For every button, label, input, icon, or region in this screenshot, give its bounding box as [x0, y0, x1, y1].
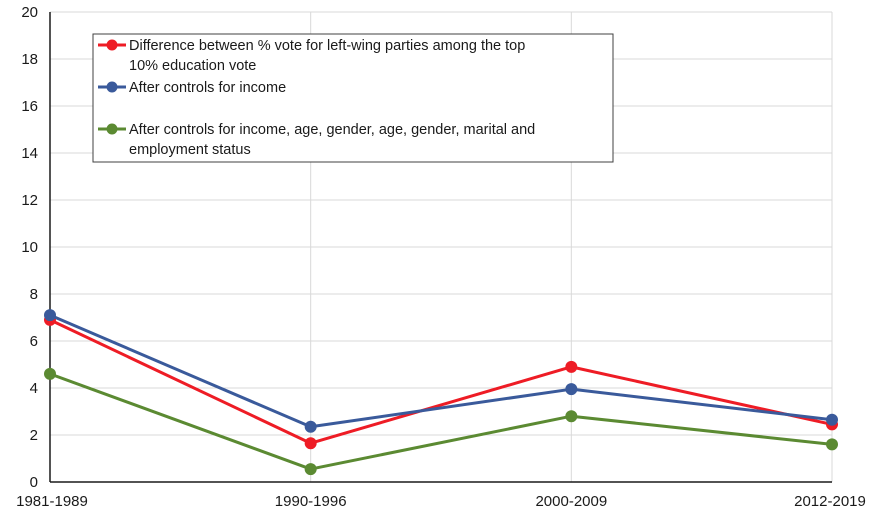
data-point [565, 383, 578, 396]
legend-entry-1: Difference between % vote for left-wing … [98, 38, 525, 74]
legend-label: Difference between % vote for left-wing … [129, 38, 525, 54]
y-tick-label: 0 [30, 474, 38, 491]
data-point [44, 367, 56, 380]
data-point [565, 360, 578, 373]
series-line [49, 313, 833, 429]
legend-label: 10% education vote [129, 58, 256, 74]
data-point [44, 309, 56, 322]
legend-swatch-marker [106, 81, 118, 93]
data-point [565, 410, 578, 423]
data-point [826, 413, 838, 426]
data-point [304, 463, 317, 476]
y-tick-label: 14 [21, 145, 38, 162]
series-2 [44, 309, 838, 433]
legend: Difference between % vote for left-wing … [92, 33, 614, 163]
y-tick-label: 10 [21, 239, 38, 256]
legend-box [92, 33, 614, 163]
legend-label: employment status [129, 142, 251, 158]
x-tick-label: 1990-1996 [275, 493, 347, 510]
axes [49, 12, 832, 483]
x-tick-label: 1981-1989 [16, 493, 88, 510]
y-tick-label: 16 [21, 98, 38, 115]
series-lines [44, 309, 838, 476]
series-3 [44, 367, 838, 476]
y-tick-label: 12 [21, 192, 38, 209]
legend-label: After controls for income [129, 80, 286, 96]
data-point [826, 438, 838, 451]
data-point [304, 437, 317, 450]
legend-entry-3: After controls for income, age, gender, … [98, 122, 535, 158]
legend-swatch-marker [106, 39, 118, 51]
series-line [49, 318, 833, 445]
y-tick-labels: 0 2 4 6 8 10 12 14 16 18 20 [21, 4, 38, 491]
series-1 [44, 313, 838, 450]
series-line [49, 372, 833, 471]
x-tick-label: 2000-2009 [535, 493, 607, 510]
y-tick-label: 6 [30, 333, 38, 350]
y-tick-label: 20 [21, 4, 38, 21]
y-tick-label: 2 [30, 427, 38, 444]
legend-label: After controls for income, age, gender, … [129, 122, 535, 138]
legend-entry-2: After controls for income [98, 80, 286, 96]
legend-swatch-marker [106, 123, 118, 135]
x-tick-label: 2012-2019 [794, 493, 866, 510]
x-tick-labels: 1981-1989 1990-1996 2000-2009 2012-2019 [16, 493, 866, 510]
data-point [304, 420, 317, 433]
y-tick-label: 8 [30, 286, 38, 303]
y-tick-label: 4 [30, 380, 38, 397]
y-tick-label: 18 [21, 51, 38, 68]
